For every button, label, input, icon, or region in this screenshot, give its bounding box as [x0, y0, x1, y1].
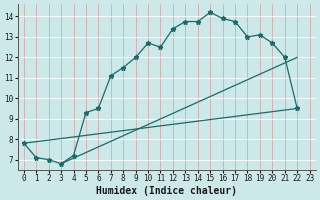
X-axis label: Humidex (Indice chaleur): Humidex (Indice chaleur) — [96, 186, 237, 196]
